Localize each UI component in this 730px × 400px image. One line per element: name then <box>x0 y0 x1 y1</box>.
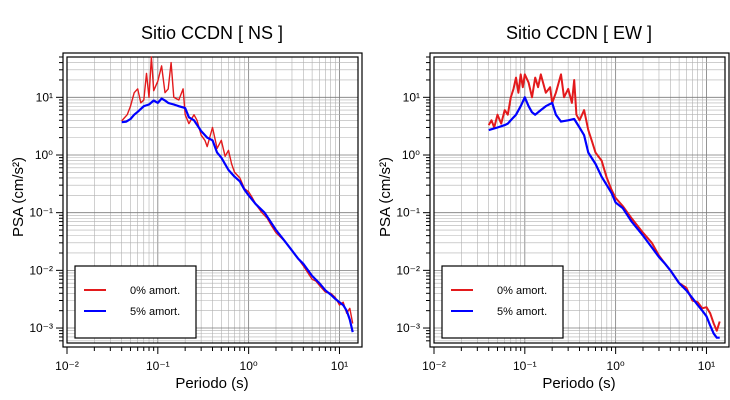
legend-label-0: 0% amort. <box>497 285 547 297</box>
y-tick-labels: 10⁻³ 10⁻² 10⁻¹ 10⁰ 10¹ <box>396 90 420 335</box>
legend-box <box>75 266 196 338</box>
legend: 0% amort. 5% amort. <box>75 266 196 338</box>
y-tick-label: 10⁻² <box>396 263 420 277</box>
y-tick-labels: 10⁻³ 10⁻² 10⁻¹ 10⁰ 10¹ <box>29 90 53 335</box>
x-tick-label: 10¹ <box>698 359 715 373</box>
x-tick-label: 10⁰ <box>607 359 625 373</box>
x-tick-labels: 10⁻² 10⁻¹ 10⁰ 10¹ <box>55 359 348 373</box>
panel-ew: Sitio CCDN [ EW ] 10⁻² 10⁻¹ 10⁰ 10¹ 10⁻³10⁻… <box>377 23 729 392</box>
chart-title: Sitio CCDN [ NS ] <box>141 23 283 43</box>
x-tick-label: 10⁰ <box>240 359 258 373</box>
x-tick-label: 10⁻² <box>422 359 446 373</box>
y-tick-label: 10¹ <box>36 90 53 104</box>
x-tick-label: 10⁻¹ <box>146 359 170 373</box>
y-tick-label: 10⁻³ <box>29 321 53 335</box>
x-tick-label: 10¹ <box>331 359 348 373</box>
legend-label-0: 0% amort. <box>130 285 180 297</box>
y-tick-label: 10⁰ <box>402 148 420 162</box>
y-tick-label: 10⁻² <box>29 263 53 277</box>
y-tick-label: 10⁻¹ <box>29 206 53 220</box>
chart-title: Sitio CCDN [ EW ] <box>506 23 652 43</box>
x-axis-label: Periodo (s) <box>175 375 248 392</box>
x-tick-labels: 10⁻² 10⁻¹ 10⁰ 10¹ <box>422 359 715 373</box>
y-axis-label: PSA (cm/s²) <box>10 157 27 237</box>
x-axis-label: Periodo (s) <box>542 375 615 392</box>
x-tick-label: 10⁻¹ <box>513 359 537 373</box>
legend-label-1: 5% amort. <box>130 306 180 318</box>
x-tick-label: 10⁻² <box>55 359 79 373</box>
panel-ns: Sitio CCDN [ NS ] 10⁻² 10⁻¹ 10⁰ 10¹ 10⁻³10⁻… <box>10 23 362 392</box>
legend: 0% amort. 5% amort. <box>442 266 563 338</box>
y-axis-label: PSA (cm/s²) <box>377 157 394 237</box>
legend-box <box>442 266 563 338</box>
y-tick-label: 10⁰ <box>35 148 53 162</box>
y-tick-label: 10¹ <box>403 90 420 104</box>
y-tick-label: 10⁻¹ <box>396 206 420 220</box>
legend-label-1: 5% amort. <box>497 306 547 318</box>
y-tick-label: 10⁻³ <box>396 321 420 335</box>
